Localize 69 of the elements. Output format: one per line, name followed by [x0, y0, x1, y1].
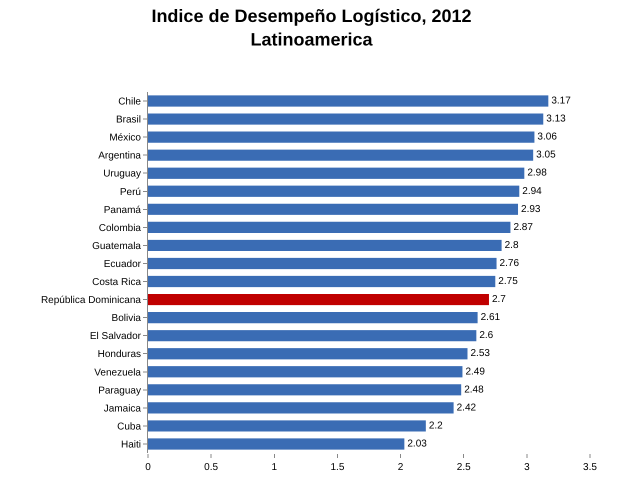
- data-label: 2.61: [480, 312, 501, 324]
- bar: [148, 276, 496, 288]
- bar: [148, 348, 468, 360]
- data-label: 2.48: [464, 384, 484, 396]
- data-label: 2.7: [492, 294, 506, 306]
- y-tick-label: Panamá: [104, 204, 142, 216]
- y-tick-label: Colombia: [98, 222, 142, 234]
- x-tick-label: 2.5: [456, 462, 472, 473]
- bar: [148, 384, 462, 396]
- bar: [148, 366, 462, 378]
- y-tick-label: Guatemala: [92, 240, 142, 252]
- bar: [148, 204, 518, 215]
- bar: [148, 240, 502, 252]
- data-label: 3.13: [546, 114, 566, 125]
- y-tick-label: Perú: [120, 186, 141, 198]
- bar: [148, 186, 520, 197]
- x-tick-label: 3.5: [583, 462, 598, 473]
- x-tick-label: 1.5: [330, 462, 345, 473]
- y-tick-label: México: [109, 132, 142, 144]
- data-label: 2.42: [456, 402, 477, 414]
- bar: [148, 150, 534, 161]
- y-tick-label: Brasil: [116, 114, 141, 126]
- y-tick-label: Haiti: [120, 439, 141, 450]
- bar: [148, 222, 510, 233]
- data-label: 2.2: [428, 420, 444, 432]
- bar: [148, 420, 426, 432]
- y-tick-label: Argentina: [98, 150, 142, 162]
- data-label: 2.94: [522, 186, 542, 197]
- y-tick-label: Jamaica: [104, 403, 142, 414]
- data-label: 2.53: [470, 348, 490, 360]
- bar: [148, 258, 497, 270]
- y-tick-label: Uruguay: [103, 168, 141, 180]
- data-label: 2.03: [407, 438, 428, 450]
- y-tick-label: Costa Rica: [92, 277, 142, 288]
- y-tick-label: Ecuador: [104, 258, 142, 270]
- data-label: 2.98: [527, 168, 548, 179]
- data-label: 2.6: [479, 330, 494, 342]
- data-label: 2.8: [504, 240, 519, 251]
- y-tick-label: República Dominicana: [40, 295, 142, 306]
- y-tick-label: Honduras: [98, 349, 141, 360]
- x-tick-label: 3: [524, 462, 530, 473]
- data-label: 3.05: [536, 150, 556, 161]
- bar: [148, 294, 489, 306]
- data-label: 2.49: [465, 366, 486, 378]
- x-tick-label: 0.5: [204, 462, 219, 473]
- bar: [148, 113, 544, 125]
- y-tick-label: Cuba: [117, 421, 142, 432]
- bar: [148, 312, 478, 324]
- bar: [148, 330, 476, 342]
- x-tick-label: 0: [145, 462, 152, 473]
- x-tick-label: 1: [272, 462, 278, 473]
- bar: [148, 168, 524, 179]
- y-tick-label: Chile: [118, 96, 142, 108]
- data-label: 2.87: [513, 222, 534, 233]
- bar: [148, 402, 454, 414]
- data-label: 2.76: [500, 258, 520, 269]
- bar: [148, 438, 404, 450]
- data-label: 2.93: [521, 204, 541, 215]
- data-label: 3.06: [537, 132, 558, 143]
- data-label: 3.17: [551, 96, 572, 107]
- y-tick-label: Venezuela: [94, 367, 142, 378]
- y-tick-label: El Salvador: [90, 331, 142, 342]
- bar: [148, 132, 534, 143]
- y-tick-label: Paraguay: [98, 385, 141, 396]
- x-tick-label: 2: [398, 462, 404, 473]
- bar: [148, 95, 548, 107]
- y-tick-label: Bolivia: [112, 313, 142, 324]
- chart-title: Indice de Desempeño Logístico, 2012 Latinoamerica: [151, 6, 472, 50]
- data-label: 2.75: [498, 276, 518, 288]
